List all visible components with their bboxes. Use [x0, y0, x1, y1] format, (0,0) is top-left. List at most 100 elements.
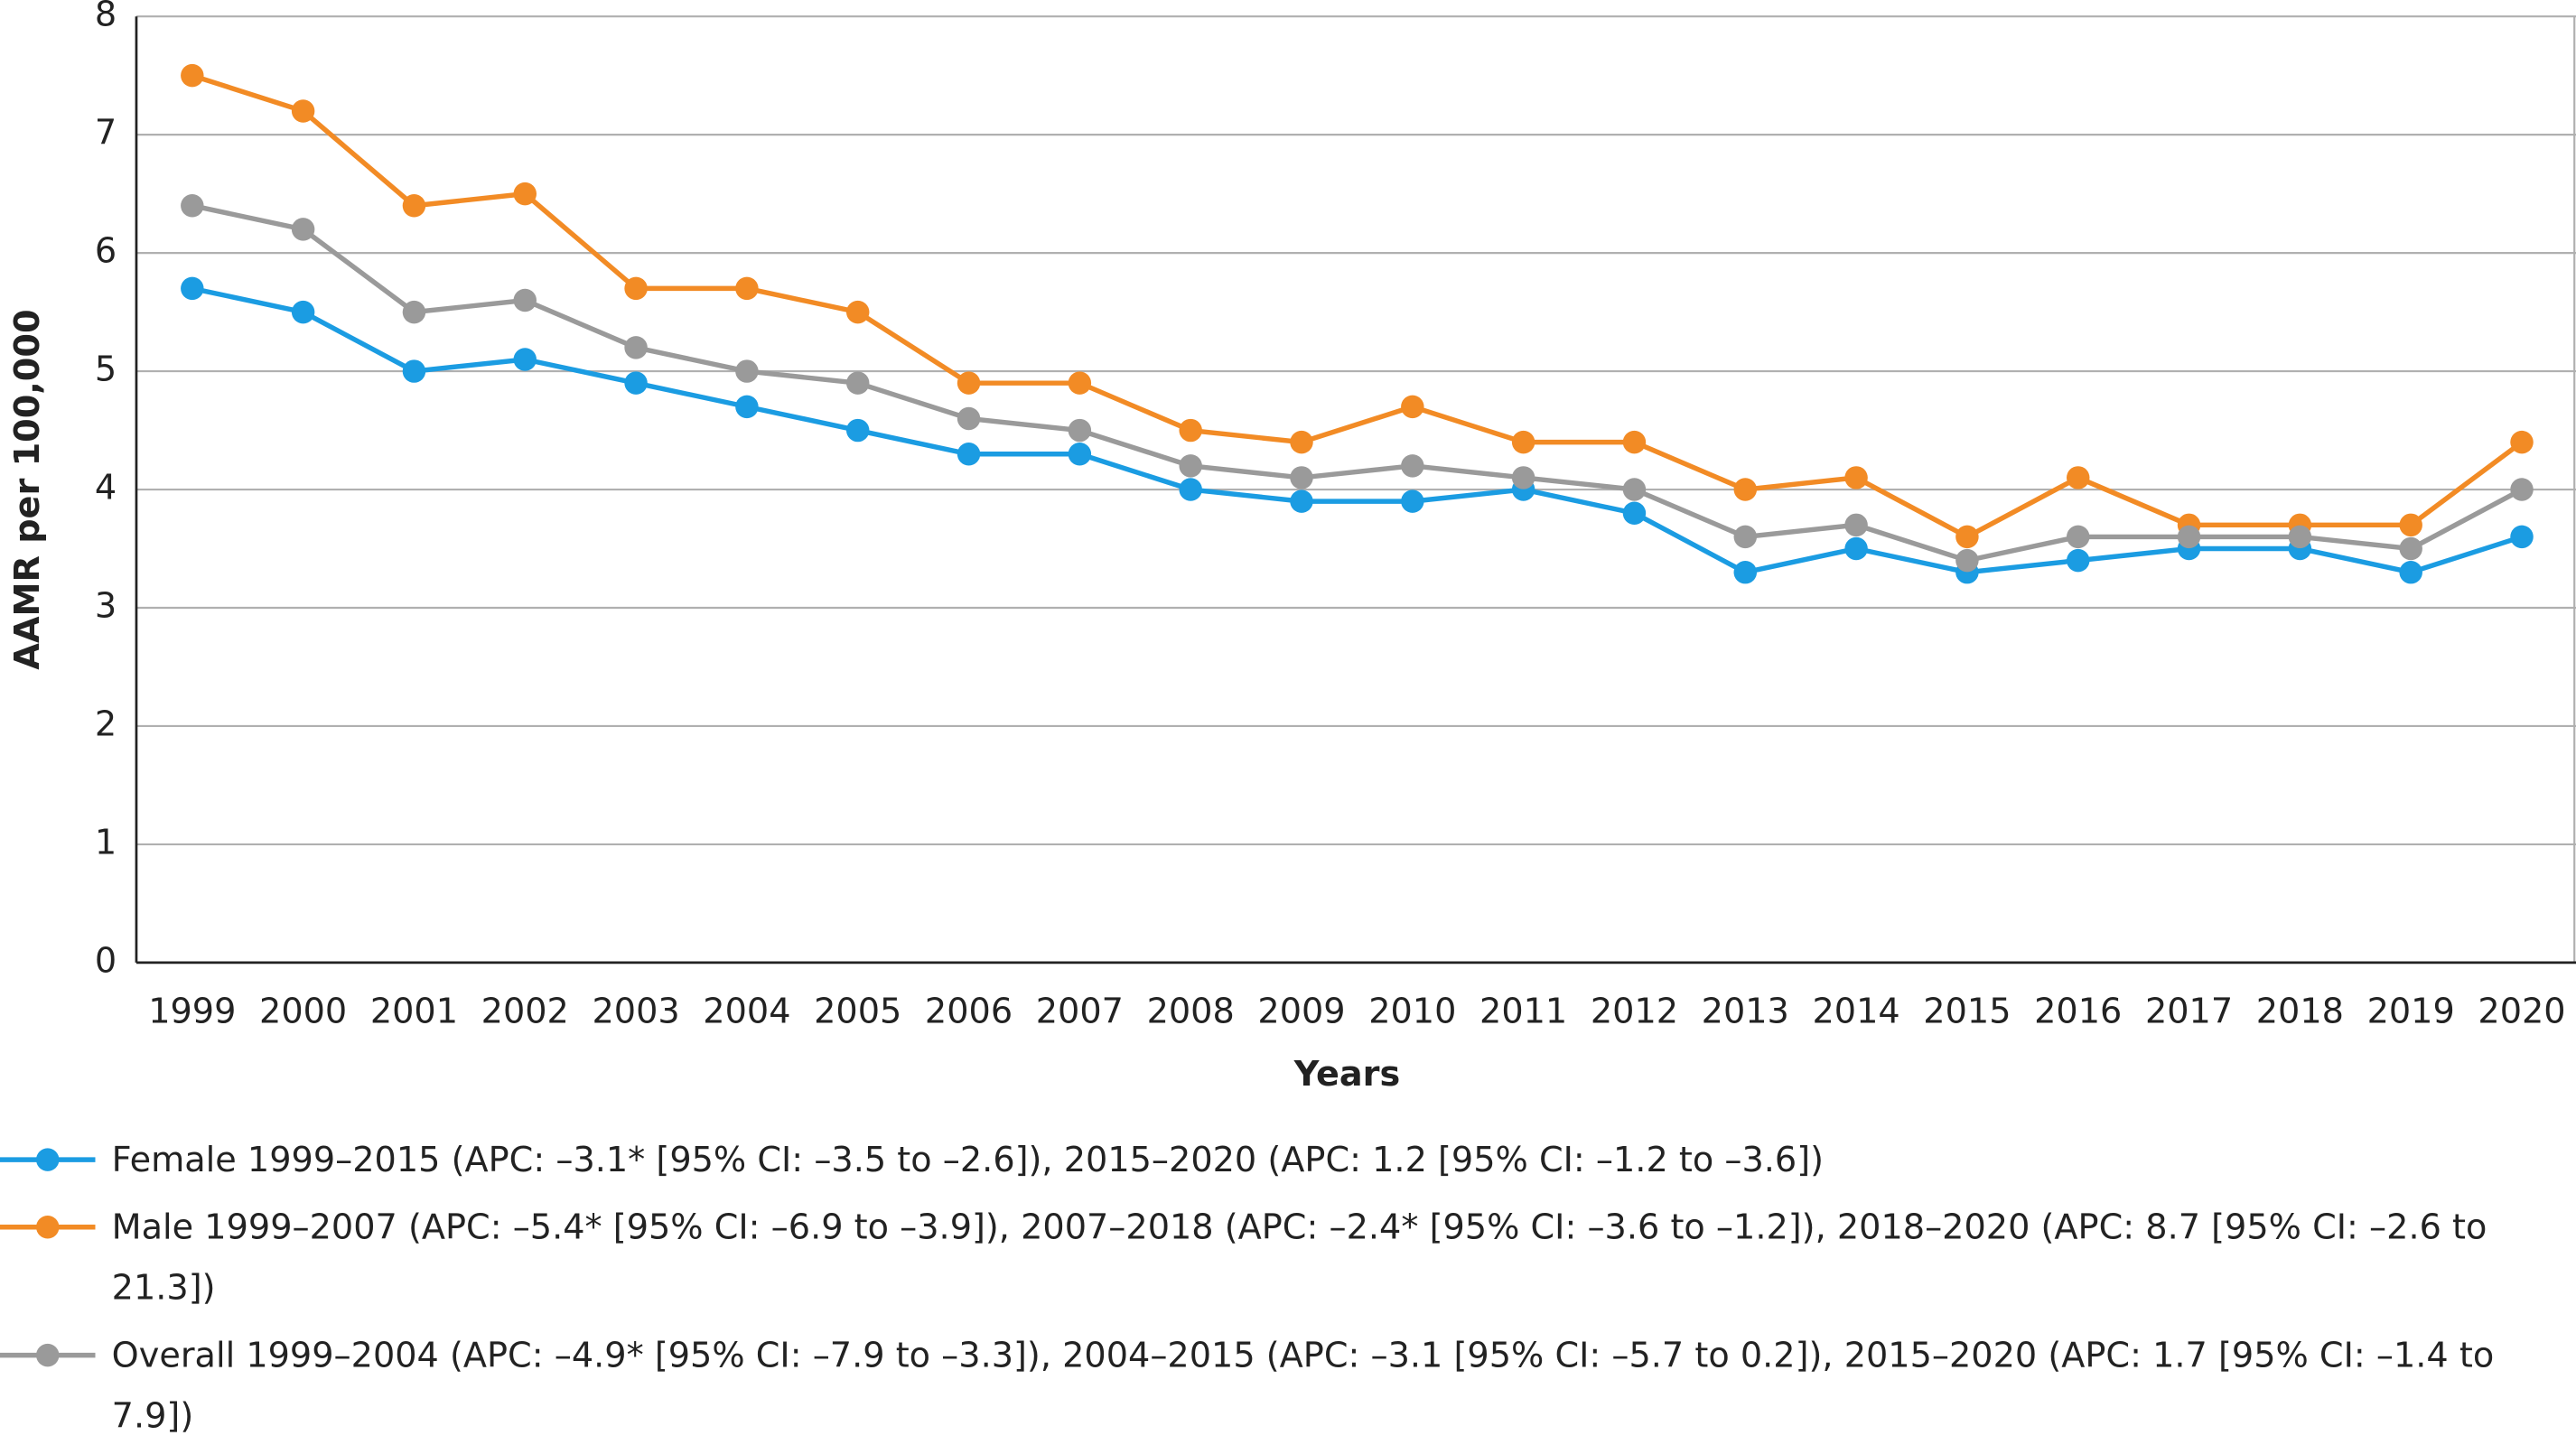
y-tick-label: 0: [95, 941, 117, 981]
legend-marker: [0, 1343, 96, 1367]
data-point: [2067, 466, 2090, 489]
y-tick-label: 5: [95, 350, 117, 390]
data-point: [1068, 418, 1092, 443]
data-point: [2067, 525, 2090, 549]
data-point: [735, 359, 759, 383]
legend-dot: [36, 1148, 60, 1171]
data-point: [624, 371, 648, 395]
data-point: [2399, 513, 2422, 537]
chart: AAMR per 100,000 Years 0 1 2 3 4 5 6 7 8 1999 2000…: [8, 0, 2576, 1095]
data-point: [1733, 478, 1758, 501]
data-point: [2067, 548, 2090, 573]
legend-marker: [0, 1148, 96, 1171]
x-tick-label: 2001: [370, 993, 458, 1032]
data-point: [291, 218, 315, 241]
data-point: [181, 193, 204, 218]
data-point: [1955, 548, 1979, 573]
data-point: [735, 276, 759, 301]
data-point: [1844, 466, 1868, 489]
y-tick-label: 1: [95, 823, 117, 862]
y-tick-label: 8: [95, 0, 117, 35]
series-line: [191, 73, 2524, 540]
legend-label: Male 1999–2007 (APC: –5.4* [95% CI: –6.9…: [111, 1207, 2487, 1308]
x-tick-label: 2009: [1257, 993, 1345, 1032]
x-tick-label: 2014: [1813, 993, 1900, 1032]
x-tick-label: 2017: [2145, 993, 2233, 1032]
x-axis-title: Years: [1293, 1055, 1400, 1095]
data-point: [1179, 478, 1202, 501]
y-tick-label: 2: [95, 704, 117, 744]
data-point: [513, 288, 537, 312]
data-point: [181, 63, 204, 88]
data-point: [1622, 478, 1647, 501]
x-tick-label: 2002: [481, 993, 569, 1032]
x-tick-label: 2008: [1147, 993, 1235, 1032]
data-point: [513, 182, 537, 206]
data-point: [1733, 560, 1758, 584]
data-point: [2510, 478, 2534, 501]
data-point: [1401, 489, 1424, 513]
y-tick-label: 7: [95, 114, 117, 154]
data-point: [2399, 536, 2422, 561]
data-point: [1511, 466, 1535, 489]
legend-item: Overall 1999–2004 (APC: –4.9* [95% CI: –…: [0, 1326, 2526, 1448]
data-point: [1179, 454, 1202, 478]
data-point: [181, 276, 204, 301]
data-point: [2510, 430, 2534, 454]
data-point: [2177, 525, 2201, 549]
data-point: [1622, 501, 1647, 525]
data-point: [735, 395, 759, 419]
x-tick-label: 2015: [1923, 993, 2011, 1032]
legend-dot: [36, 1343, 60, 1367]
y-tick-label: 3: [95, 586, 117, 626]
data-point: [845, 371, 870, 395]
legend: Female 1999–2015 (APC: –3.1* [95% CI: –3…: [0, 1130, 2576, 1453]
y-tick-label: 6: [95, 232, 117, 272]
x-tick-label: 2010: [1368, 993, 1456, 1032]
data-point: [845, 418, 870, 443]
data-point: [1955, 525, 1979, 549]
x-tick-label: 2007: [1036, 993, 1124, 1032]
series-line: [191, 285, 2523, 575]
data-point: [957, 406, 981, 431]
data-point: [1179, 418, 1202, 443]
data-point: [1844, 536, 1868, 561]
x-tick-label: 2003: [592, 993, 679, 1032]
legend-marker: [0, 1215, 96, 1239]
data-point: [957, 443, 981, 466]
x-tick-label: 1999: [148, 993, 236, 1032]
data-point: [1622, 430, 1647, 454]
data-point: [1733, 525, 1758, 549]
y-tick-label: 4: [95, 469, 117, 508]
x-tick-label: 2004: [703, 993, 790, 1032]
data-point: [2288, 525, 2312, 549]
legend-item: Female 1999–2015 (APC: –3.1* [95% CI: –3…: [0, 1130, 2526, 1190]
data-point: [1068, 371, 1092, 395]
data-point: [1511, 430, 1535, 454]
series-line: [191, 203, 2524, 564]
x-tick-label: 2020: [2478, 993, 2565, 1032]
data-point: [1844, 513, 1868, 537]
x-tick-label: 2018: [2256, 993, 2344, 1032]
data-point: [624, 336, 648, 359]
x-tick-label: 2005: [814, 993, 901, 1032]
x-tick-label: 2011: [1479, 993, 1567, 1032]
x-tick-label: 2019: [2367, 993, 2455, 1032]
data-point: [513, 348, 537, 371]
data-point: [624, 276, 648, 301]
data-point: [2399, 560, 2422, 584]
data-point: [1290, 430, 1313, 454]
x-tick-label: 2016: [2034, 993, 2122, 1032]
data-point: [1290, 489, 1313, 513]
x-tick-label: 2006: [925, 993, 1013, 1032]
data-point: [957, 371, 981, 395]
data-point: [291, 300, 315, 324]
x-tick-label: 2000: [259, 993, 347, 1032]
data-point: [291, 99, 315, 123]
data-point: [1401, 454, 1424, 478]
y-axis-title: AAMR per 100,000: [8, 309, 48, 669]
data-point: [845, 300, 870, 324]
legend-dot: [36, 1215, 60, 1239]
x-tick-label: 2012: [1591, 993, 1678, 1032]
